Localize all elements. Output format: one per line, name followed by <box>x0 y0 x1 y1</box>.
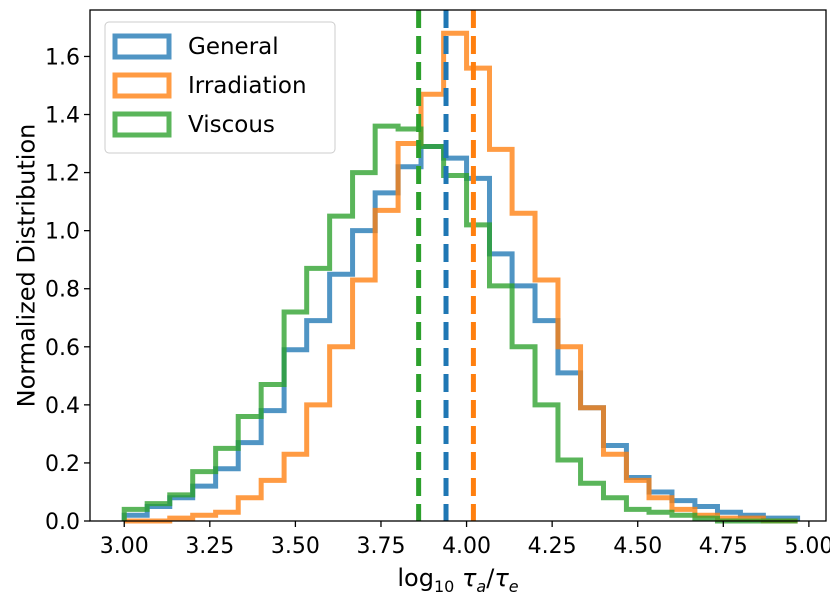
y-tick-label: 1.0 <box>45 220 80 245</box>
legend-label-general: General <box>188 34 279 60</box>
y-tick-label: 0.4 <box>45 394 80 419</box>
series-layer <box>121 30 801 524</box>
series-general-step <box>121 143 801 521</box>
legend-swatch-viscous <box>112 111 172 138</box>
series-irradiation-step <box>124 30 798 524</box>
y-tick-label: 0.2 <box>45 452 80 477</box>
y-tick-label: 1.2 <box>45 162 80 187</box>
y-tick-label: 0.8 <box>45 278 80 303</box>
x-tick-label: 5.00 <box>784 534 830 559</box>
y-tick-label: 1.4 <box>45 104 80 129</box>
x-tick-label: 3.25 <box>185 534 234 559</box>
x-tick-label: 4.50 <box>613 534 662 559</box>
legend: General Irradiation Viscous <box>104 21 336 154</box>
y-tick-label: 1.6 <box>45 45 80 70</box>
legend-label-viscous: Viscous <box>188 112 275 138</box>
legend-swatch-irradiation <box>112 72 172 99</box>
x-axis-label: log10 τa/τe <box>397 564 518 593</box>
x-tick-label: 4.00 <box>442 534 491 559</box>
legend-swatch-general <box>112 33 172 60</box>
x-axis-ticks: 3.00 3.25 3.50 3.75 4.00 4.25 4.50 4.75 5.00 <box>100 521 830 559</box>
y-axis-ticks: 0.0 0.2 0.4 0.6 0.8 1.0 1.2 1.4 1.6 <box>45 45 90 535</box>
x-tick-label: 3.50 <box>271 534 320 559</box>
y-axis-label: Normalized Distribution <box>12 124 40 408</box>
legend-label-irradiation: Irradiation <box>188 73 307 99</box>
plot-frame <box>89 9 827 522</box>
y-tick-label: 0.0 <box>45 510 80 535</box>
mean-lines <box>416 10 476 521</box>
y-tick-label: 0.6 <box>45 336 80 361</box>
x-tick-label: 4.25 <box>528 534 577 559</box>
series-viscous-step <box>121 123 798 524</box>
x-tick-label: 3.00 <box>100 534 149 559</box>
x-tick-label: 3.75 <box>356 534 405 559</box>
x-tick-label: 4.75 <box>699 534 748 559</box>
